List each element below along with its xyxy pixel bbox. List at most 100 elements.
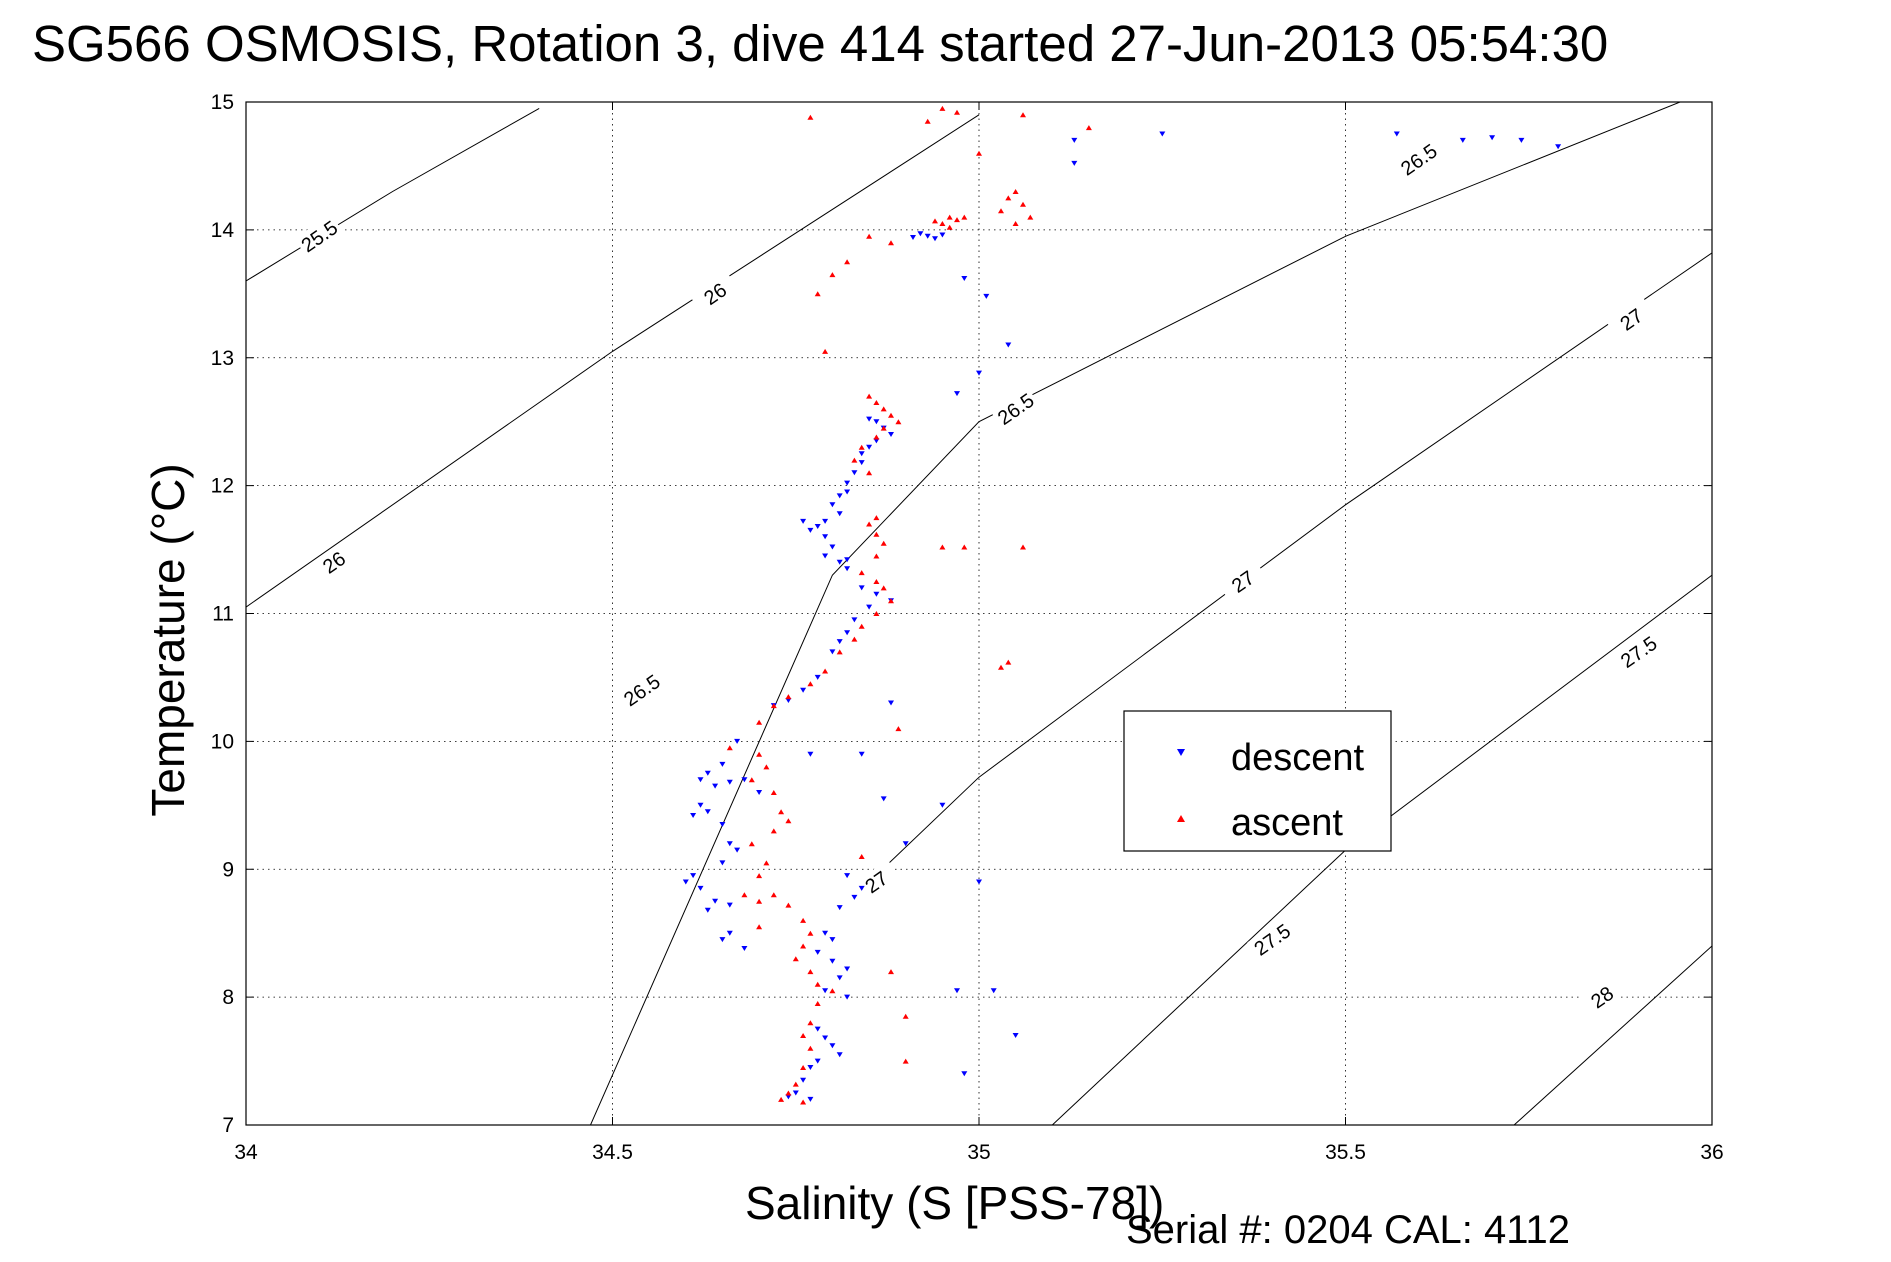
descent-point	[924, 233, 931, 239]
descent-point	[829, 544, 836, 550]
descent-point	[866, 444, 873, 450]
descent-point	[792, 1090, 799, 1096]
descent-point	[697, 777, 704, 783]
ascent-point	[792, 956, 799, 962]
descent-point	[880, 796, 887, 802]
descent-point	[873, 591, 880, 597]
y-tick-label: 11	[212, 603, 234, 626]
descent-point	[844, 557, 851, 563]
descent-point	[836, 493, 843, 499]
ascent-point	[866, 233, 873, 239]
legend-label-descent: descent	[1231, 737, 1365, 779]
y-axis-label: Temperature (°C)	[142, 463, 194, 817]
descent-point	[954, 988, 960, 994]
ascent-point	[807, 930, 814, 936]
descent-point	[902, 841, 909, 847]
x-tick-label: 34	[234, 1141, 258, 1164]
ascent-point	[785, 818, 792, 824]
ascent-point	[1020, 201, 1026, 207]
descent-point	[741, 777, 748, 783]
ascent-point	[800, 917, 807, 923]
descent-point	[873, 438, 880, 444]
ascent-point	[785, 694, 792, 700]
ascent-point	[800, 1099, 807, 1105]
contour-label-bg	[690, 271, 739, 315]
ascent-point	[866, 521, 873, 527]
ascent-point	[814, 291, 821, 297]
y-tick-label: 9	[222, 858, 234, 881]
descent-point	[814, 1058, 821, 1064]
descent-point	[814, 1026, 821, 1032]
x-tick-label: 36	[1700, 1141, 1723, 1164]
descent-point	[844, 966, 851, 972]
ascent-point	[961, 214, 968, 220]
ascent-point	[873, 611, 880, 616]
descent-point	[734, 738, 741, 744]
descent-point	[682, 879, 689, 885]
grid-lines	[246, 102, 1712, 1125]
descent-point	[1005, 342, 1012, 348]
descent-point	[704, 809, 711, 815]
ascent-point	[800, 1065, 807, 1070]
descent-point	[829, 502, 836, 508]
descent-point	[858, 885, 865, 891]
ascent-point	[946, 214, 953, 220]
contour-label-bg	[851, 859, 901, 903]
y-tick-label: 8	[222, 986, 234, 1009]
contour-label-bg	[990, 386, 1040, 430]
descent-point	[844, 480, 851, 486]
descent-point	[741, 946, 748, 951]
descent-point	[866, 604, 873, 610]
descent-point	[836, 511, 843, 517]
contour-label-bg	[1577, 974, 1626, 1018]
contour-label-bg	[616, 667, 666, 712]
contour-line-27	[868, 252, 1712, 883]
ascent-point	[976, 150, 982, 156]
y-tick-label: 10	[211, 730, 234, 753]
descent-point	[1393, 131, 1400, 137]
ascent-point	[998, 208, 1004, 214]
descent-point	[800, 1077, 807, 1083]
descent-point	[888, 700, 894, 706]
descent-point	[1555, 144, 1562, 150]
contour-label-bg	[1247, 917, 1296, 961]
ascent-point	[748, 777, 755, 783]
descent-point	[961, 1071, 968, 1077]
ascent-point	[748, 841, 755, 847]
ascent-point	[895, 726, 902, 732]
descent-point	[726, 930, 733, 936]
x-tick-label: 35	[967, 1141, 990, 1164]
ascent-point	[756, 719, 763, 725]
descent-point	[719, 937, 726, 943]
ascent-point	[1020, 112, 1026, 118]
descent-point	[785, 1094, 792, 1100]
y-tick-label: 13	[211, 347, 234, 370]
descent-point	[756, 790, 763, 795]
descent-point	[1071, 137, 1078, 143]
ascent-point	[792, 1081, 799, 1087]
descent-point	[814, 524, 821, 529]
ascent-point	[770, 828, 777, 834]
descent-point	[734, 847, 741, 853]
legend-label-ascent: ascent	[1231, 802, 1343, 844]
descent-point	[844, 873, 851, 879]
descent-point	[1071, 160, 1078, 166]
ascent-point	[873, 434, 880, 440]
ascent-point	[888, 240, 894, 246]
descent-point	[726, 779, 733, 785]
descent-point	[1012, 1033, 1019, 1038]
descent-point	[851, 470, 858, 476]
ascent-point	[932, 218, 938, 224]
ascent-point	[829, 272, 836, 278]
contour-line-26	[246, 114, 980, 608]
contour-label-bg	[1217, 559, 1267, 603]
descent-point	[719, 822, 726, 827]
descent-point	[829, 958, 836, 964]
axis-ticks: 34 34.5 35 35.5 36 7 8 9 10 11 12 13 14 15	[211, 91, 1724, 1164]
descent-point	[858, 460, 865, 466]
descent-point	[814, 674, 821, 680]
descent-point	[829, 649, 836, 655]
descent-point	[726, 902, 733, 908]
ascent-point	[902, 1058, 909, 1064]
ascent-point	[1012, 189, 1019, 194]
